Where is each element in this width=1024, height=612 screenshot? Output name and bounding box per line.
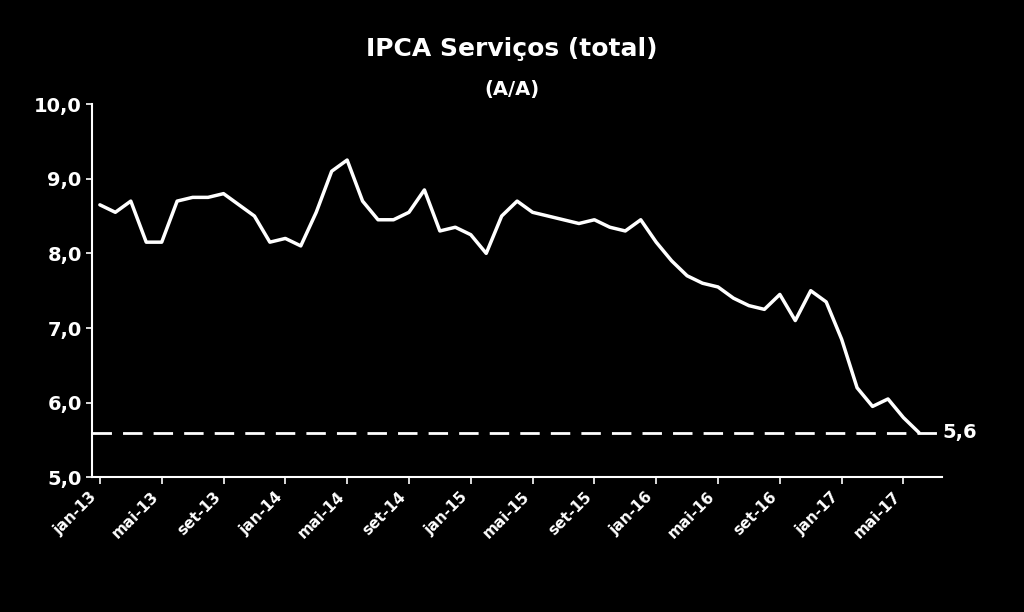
Text: IPCA Serviços (total): IPCA Serviços (total): [367, 37, 657, 61]
Text: (A/A): (A/A): [484, 80, 540, 99]
Text: 5,6: 5,6: [942, 423, 977, 442]
